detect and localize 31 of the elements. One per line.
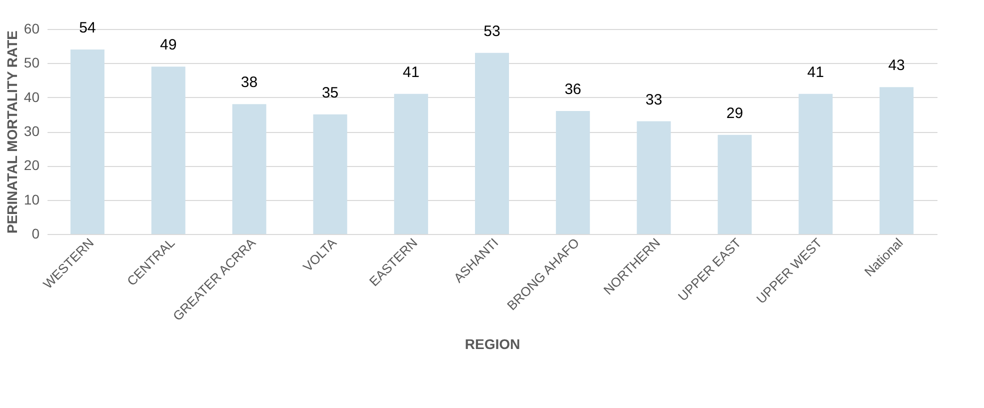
- data-label: 43: [888, 57, 905, 74]
- bar: [636, 121, 671, 234]
- data-label: 54: [79, 20, 96, 36]
- data-label: 41: [807, 64, 824, 81]
- data-label: 41: [402, 64, 420, 81]
- y-tick-label: 10: [24, 191, 40, 208]
- data-label: 36: [564, 81, 582, 98]
- data-label: 29: [726, 104, 744, 122]
- bar: [798, 94, 833, 234]
- data-label: 49: [160, 36, 177, 54]
- bar: [718, 134, 752, 234]
- y-tick-label: 30: [24, 123, 40, 139]
- data-label: 38: [240, 74, 258, 92]
- bar: [394, 94, 428, 234]
- y-tick-label: 60: [24, 20, 40, 36]
- x-axis-title: REGION: [464, 336, 520, 352]
- data-label: 33: [645, 91, 662, 108]
- bar: [232, 104, 266, 234]
- bar: [556, 111, 590, 234]
- bar: [313, 114, 348, 234]
- y-tick-label: 40: [24, 88, 40, 105]
- bar: [70, 50, 104, 234]
- bar: [151, 66, 186, 234]
- bar: [880, 87, 914, 234]
- y-tick-label: 0: [32, 226, 40, 242]
- data-label: 35: [322, 84, 339, 102]
- data-label: 53: [484, 22, 500, 40]
- y-tick-label: 50: [24, 54, 40, 71]
- bar: [475, 52, 509, 234]
- y-tick-label: 20: [24, 157, 40, 174]
- y-axis-title: PERINATAL MORTALITY RATE: [4, 30, 20, 234]
